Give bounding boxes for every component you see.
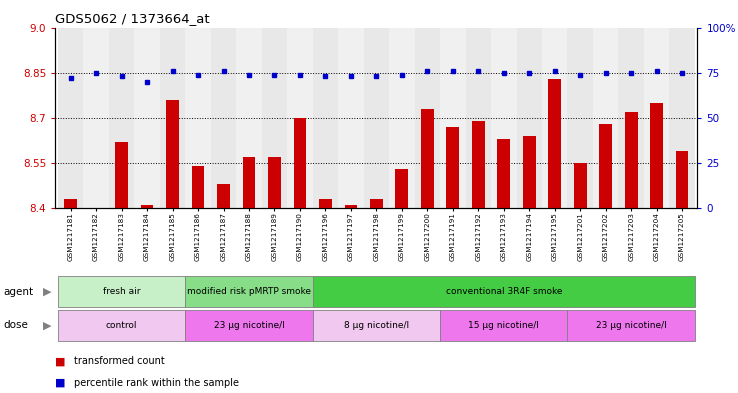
Bar [313, 310, 440, 341]
Text: 8 μg nicotine/l: 8 μg nicotine/l [344, 321, 409, 330]
Bar [574, 163, 587, 208]
Text: ■: ■ [55, 378, 66, 388]
Bar [268, 157, 281, 208]
Bar [243, 157, 255, 208]
Bar [389, 28, 415, 208]
Bar [669, 28, 695, 208]
Bar [644, 28, 669, 208]
Text: percentile rank within the sample: percentile rank within the sample [74, 378, 239, 388]
Bar [115, 142, 128, 208]
Text: conventional 3R4F smoke: conventional 3R4F smoke [446, 287, 562, 296]
Bar [568, 310, 695, 341]
Bar [618, 28, 644, 208]
Bar [472, 121, 485, 208]
Bar [141, 205, 154, 208]
Bar [287, 28, 313, 208]
Text: 15 μg nicotine/l: 15 μg nicotine/l [469, 321, 539, 330]
Text: ■: ■ [55, 356, 66, 366]
Text: GDS5062 / 1373664_at: GDS5062 / 1373664_at [55, 12, 210, 25]
Bar [345, 205, 357, 208]
Bar [650, 103, 663, 208]
Text: 23 μg nicotine/l: 23 μg nicotine/l [596, 321, 666, 330]
Bar [421, 109, 434, 208]
Bar [517, 28, 542, 208]
Bar [185, 28, 211, 208]
Bar [319, 199, 332, 208]
Text: dose: dose [4, 320, 29, 330]
Bar [396, 169, 408, 208]
Text: control: control [106, 321, 137, 330]
Bar [211, 28, 236, 208]
Text: ▶: ▶ [43, 287, 52, 297]
Bar [185, 276, 313, 307]
Bar [446, 127, 459, 208]
Bar [415, 28, 440, 208]
Bar [83, 28, 109, 208]
Bar [466, 28, 491, 208]
Bar [108, 28, 134, 208]
Bar [523, 136, 536, 208]
Bar [497, 139, 510, 208]
Bar [185, 310, 313, 341]
Bar [491, 28, 517, 208]
Bar [548, 79, 561, 208]
Bar [542, 28, 568, 208]
Bar [313, 28, 338, 208]
Bar [313, 276, 695, 307]
Bar [568, 28, 593, 208]
Text: agent: agent [4, 287, 34, 297]
Text: 23 μg nicotine/l: 23 μg nicotine/l [213, 321, 284, 330]
Bar [192, 166, 204, 208]
Text: transformed count: transformed count [74, 356, 165, 366]
Text: ▶: ▶ [43, 320, 52, 330]
Bar [364, 28, 389, 208]
Bar [370, 199, 383, 208]
Bar [593, 28, 618, 208]
Bar [440, 28, 466, 208]
Bar [262, 28, 287, 208]
Bar [58, 28, 83, 208]
Bar [236, 28, 262, 208]
Bar [166, 100, 179, 208]
Bar [294, 118, 306, 208]
Bar [160, 28, 185, 208]
Bar [440, 310, 568, 341]
Bar [599, 124, 612, 208]
Text: fresh air: fresh air [103, 287, 140, 296]
Bar [338, 28, 364, 208]
Bar [134, 28, 160, 208]
Text: modified risk pMRTP smoke: modified risk pMRTP smoke [187, 287, 311, 296]
Bar [217, 184, 230, 208]
Bar [625, 112, 638, 208]
Bar [676, 151, 689, 208]
Bar [64, 199, 77, 208]
Bar [58, 276, 185, 307]
Bar [58, 310, 185, 341]
